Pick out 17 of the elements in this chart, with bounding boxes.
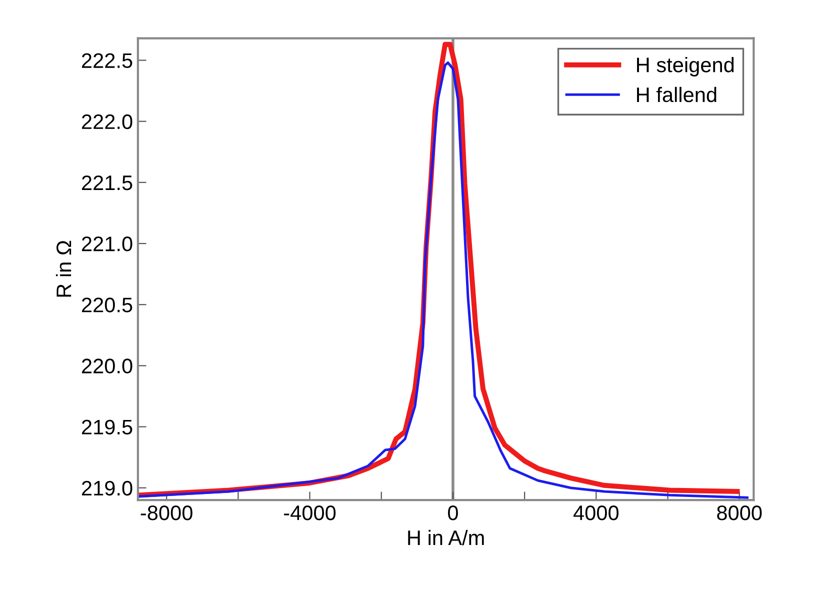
legend-label: H steigend — [637, 57, 734, 76]
y-tick-label: 221.0 — [82, 236, 132, 252]
y-tick-label: 221.5 — [82, 175, 132, 190]
x-tick-label: -4000 — [284, 505, 336, 520]
x-tick-label: 4000 — [573, 505, 619, 520]
y-tick-label: 219.0 — [82, 480, 132, 496]
x-tick-label: -8000 — [140, 505, 192, 520]
x-axis-title: H in A/m — [408, 530, 484, 546]
x-tick-label: 0 — [448, 505, 458, 520]
y-tick-label: 222.0 — [82, 114, 132, 130]
legend-label: H fallend — [637, 86, 716, 102]
x-tick-label: 8000 — [717, 505, 762, 520]
y-tick-label: 222.5 — [82, 53, 132, 68]
y-tick-label: 219.5 — [82, 420, 132, 435]
y-axis-title: R in Ω — [56, 240, 72, 297]
y-tick-label: 220.5 — [82, 298, 132, 312]
y-tick-label: 220.0 — [82, 358, 132, 374]
